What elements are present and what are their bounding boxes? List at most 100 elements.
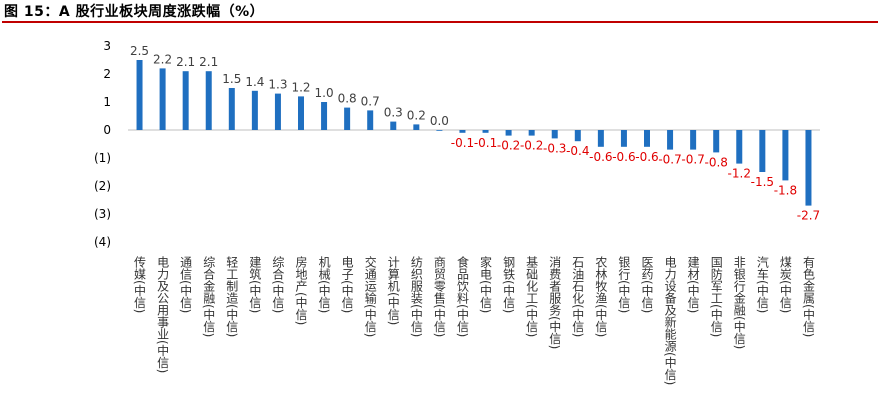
bar (436, 130, 443, 131)
bar (759, 130, 766, 172)
category-label: 农林牧渔(中信) (594, 256, 608, 338)
category-label: 传媒(中信) (133, 255, 147, 314)
bar (251, 90, 258, 130)
category-label: 电力及公用事业(中信) (156, 256, 170, 374)
bar (597, 130, 604, 147)
y-tick-label: (3) (94, 207, 111, 221)
category-label: 计算机(中信) (386, 256, 400, 326)
bar (528, 130, 535, 136)
data-label: 1.4 (245, 75, 264, 89)
data-label: -0.4 (566, 144, 589, 158)
data-label: 0.8 (338, 92, 357, 106)
y-tick-label: (1) (94, 151, 111, 165)
category-label: 基础化工(中信) (525, 256, 539, 338)
data-label: -0.2 (520, 139, 543, 153)
category-labels: 传媒(中信) 电力及公用事业(中信) 通信(中信) 综合金融(中信) 轻工制造(中信) 建… (133, 255, 816, 386)
data-label: 1.0 (315, 86, 334, 100)
data-label: 0.7 (361, 94, 380, 108)
data-label: -0.6 (589, 150, 612, 164)
data-label: -0.6 (635, 150, 658, 164)
data-label: -0.1 (474, 136, 497, 150)
category-label: 食品饮料(中信) (455, 255, 469, 338)
data-label: 1.2 (291, 80, 310, 94)
category-label: 钢铁(中信) (502, 256, 516, 314)
title-rule (2, 21, 878, 23)
data-label: 2.2 (153, 52, 172, 66)
category-label: 商贸零售(中信) (432, 255, 446, 338)
bar (782, 130, 789, 181)
bar (159, 68, 166, 130)
y-tick-label: 0 (103, 123, 111, 137)
figure-title: 图 15：A 股行业板块周度涨跌幅（%） (4, 4, 265, 20)
y-tick-label: (2) (94, 179, 111, 193)
bars (136, 60, 812, 206)
y-tick-label: 3 (103, 39, 111, 53)
category-label: 轻工制造(中信) (225, 256, 239, 338)
bar (228, 88, 235, 130)
bar (367, 110, 374, 130)
bar (805, 130, 812, 206)
bar (667, 130, 674, 150)
bar (182, 71, 189, 130)
category-label: 综合(中信) (271, 256, 285, 314)
data-label: 2.5 (130, 44, 149, 58)
category-label: 电力设备及新能源(中信) (663, 256, 677, 386)
data-label: -0.6 (612, 150, 635, 164)
bar (620, 130, 627, 147)
data-label: -0.2 (497, 139, 520, 153)
category-label: 非银行金融(中信) (732, 256, 746, 350)
category-label: 煤炭(中信) (778, 256, 792, 314)
category-label: 银行(中信) (617, 256, 631, 314)
category-label: 建筑(中信) (248, 256, 262, 314)
data-labels: 2.5 2.2 2.1 2.1 1.5 1.4 1.3 1.2 1.0 0.8 0.7 0.3 0.2 0… (130, 44, 820, 223)
bar (574, 130, 581, 142)
data-label: 2.1 (176, 55, 195, 69)
category-label: 建材(中信) (686, 256, 700, 314)
category-label: 国防军工(中信) (709, 256, 723, 337)
bar (298, 96, 304, 130)
bar (321, 102, 328, 130)
data-label: -2.7 (797, 209, 820, 223)
category-label: 综合金融(中信) (202, 256, 216, 338)
bar (413, 124, 420, 130)
data-label: -0.3 (543, 141, 566, 155)
y-tick-label: 1 (103, 95, 111, 109)
category-label: 家电(中信) (479, 255, 493, 314)
bar (713, 130, 720, 153)
bar (505, 130, 512, 136)
bar (690, 130, 697, 150)
data-label: -1.5 (751, 175, 774, 189)
y-tick-label: 2 (103, 67, 111, 81)
category-label: 房地产(中信) (294, 255, 308, 326)
category-label: 通信(中信) (179, 256, 193, 314)
data-label: -1.8 (774, 183, 797, 197)
data-label: 0.3 (384, 106, 403, 120)
y-axis: 3 2 1 0 (1) (2) (3) (4) (94, 39, 111, 249)
category-label: 医药(中信) (640, 256, 654, 313)
bar (205, 71, 212, 130)
data-label: 1.3 (268, 78, 287, 92)
category-label: 有色金属(中信) (801, 256, 815, 338)
data-label: -0.8 (704, 155, 727, 169)
data-label: -0.7 (658, 153, 681, 167)
category-label: 机械(中信) (317, 256, 331, 314)
data-label: -0.7 (681, 153, 704, 167)
bar (274, 93, 281, 130)
data-label: 0.2 (407, 108, 426, 122)
y-tick-label: (4) (94, 235, 111, 249)
bar (344, 107, 351, 130)
category-label: 纺织服装(中信) (409, 256, 423, 338)
data-label: 2.1 (199, 55, 218, 69)
bar (644, 130, 650, 147)
bar (459, 130, 466, 133)
data-label: -1.2 (728, 167, 751, 181)
bar (482, 130, 489, 133)
bar (736, 130, 743, 164)
category-label: 电子(中信) (340, 256, 354, 314)
category-label: 汽车(中信) (755, 255, 769, 314)
data-label: -0.1 (451, 136, 474, 150)
bar (551, 130, 558, 139)
category-label: 消费者服务(中信) (548, 256, 562, 350)
category-label: 石油石化(中信) (571, 256, 585, 337)
